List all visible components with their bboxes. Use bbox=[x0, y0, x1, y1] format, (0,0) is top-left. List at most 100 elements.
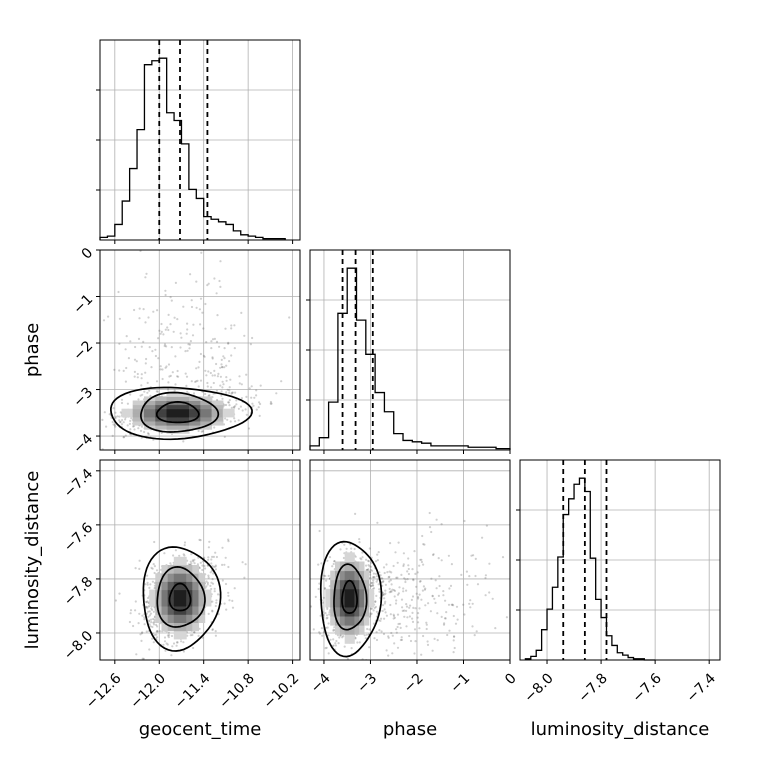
scatter-point bbox=[339, 634, 342, 637]
density-cell bbox=[167, 581, 175, 591]
scatter-point bbox=[161, 377, 164, 381]
density-cell bbox=[177, 412, 190, 418]
scatter-point bbox=[142, 340, 145, 343]
scatter-point bbox=[211, 628, 214, 631]
scatter-point bbox=[132, 425, 135, 428]
scatter-point bbox=[223, 403, 226, 407]
scatter-point bbox=[203, 556, 206, 559]
scatter-point bbox=[171, 371, 174, 374]
scatter-point bbox=[153, 571, 156, 575]
scatter-point bbox=[215, 340, 219, 343]
scatter-point bbox=[128, 422, 131, 425]
scatter-point bbox=[152, 621, 155, 624]
scatter-point bbox=[174, 549, 177, 552]
scatter-point bbox=[207, 546, 210, 549]
scatter-point bbox=[160, 322, 163, 326]
scatter-point bbox=[470, 554, 473, 557]
scatter-point bbox=[395, 576, 398, 579]
scatter-point bbox=[430, 530, 433, 534]
scatter-point bbox=[387, 636, 390, 639]
scatter-point bbox=[185, 375, 189, 378]
scatter-point bbox=[151, 637, 154, 640]
scatter-point bbox=[216, 375, 219, 378]
scatter-point bbox=[325, 617, 328, 620]
scatter-point bbox=[455, 605, 459, 608]
scatter-point bbox=[111, 434, 114, 437]
density-cell bbox=[339, 606, 346, 617]
scatter-point bbox=[402, 563, 405, 566]
scatter-point bbox=[369, 615, 372, 618]
scatter-point bbox=[174, 355, 177, 358]
scatter-point bbox=[169, 296, 172, 299]
scatter-point bbox=[152, 617, 155, 621]
scatter-point bbox=[221, 546, 224, 549]
density-cell bbox=[211, 421, 224, 426]
scatter-point bbox=[245, 395, 248, 398]
scatter-point bbox=[116, 415, 119, 418]
scatter-point bbox=[77, 429, 79, 431]
scatter-point bbox=[408, 606, 411, 609]
scatter-point bbox=[233, 417, 236, 420]
density-cell bbox=[186, 581, 193, 591]
scatter-point bbox=[201, 568, 204, 572]
scatter-point bbox=[323, 587, 326, 590]
scatter-point bbox=[438, 575, 441, 578]
scatter-point bbox=[368, 565, 371, 568]
density-cell bbox=[149, 597, 156, 607]
scatter-point bbox=[207, 612, 210, 616]
contour-level-1 bbox=[156, 566, 206, 628]
scatter-point bbox=[141, 614, 144, 617]
density-cell bbox=[155, 597, 162, 607]
contour-level-2 bbox=[319, 540, 383, 658]
y-tick-label-phase: −2 bbox=[70, 338, 96, 364]
scatter-point bbox=[213, 590, 216, 593]
scatter-point bbox=[205, 341, 208, 344]
scatter-point bbox=[389, 590, 392, 593]
density-cell bbox=[161, 614, 169, 623]
scatter-point bbox=[389, 603, 392, 607]
scatter-point bbox=[93, 416, 95, 418]
scatter-point bbox=[221, 563, 224, 567]
scatter-point bbox=[377, 551, 380, 554]
scatter-point bbox=[241, 409, 244, 412]
scatter-point bbox=[144, 371, 147, 374]
scatter-point bbox=[248, 387, 251, 390]
scatter-point bbox=[94, 425, 96, 427]
scatter-point bbox=[321, 601, 324, 604]
scatter-point bbox=[103, 411, 106, 414]
scatter-point bbox=[389, 613, 392, 616]
density-cell bbox=[180, 597, 187, 607]
y-tick-label-phase: −3 bbox=[70, 385, 96, 411]
scatter-point bbox=[322, 596, 325, 599]
hist-bars-phase bbox=[309, 267, 511, 450]
scatter-point bbox=[383, 602, 386, 605]
scatter-point bbox=[436, 639, 439, 642]
scatter-point bbox=[200, 430, 203, 433]
scatter-point bbox=[251, 402, 254, 405]
scatter-point bbox=[425, 627, 428, 631]
scatter-point bbox=[151, 567, 154, 570]
scatter-point bbox=[367, 564, 370, 567]
density-cell bbox=[354, 606, 360, 617]
scatter-point bbox=[216, 314, 219, 317]
density-cell bbox=[180, 622, 187, 632]
scatter-point bbox=[114, 599, 117, 602]
scatter-point bbox=[420, 560, 423, 564]
scatter-point bbox=[269, 402, 272, 405]
density-cell bbox=[177, 396, 190, 401]
scatter-point bbox=[223, 357, 226, 360]
scatter-point bbox=[438, 584, 441, 588]
scatter-point bbox=[151, 231, 153, 233]
scatter-point bbox=[324, 574, 327, 578]
scatter-point bbox=[113, 368, 116, 371]
scatter-point bbox=[449, 584, 453, 588]
scatter-point bbox=[210, 581, 213, 584]
scatter-point bbox=[322, 577, 325, 580]
density-cell bbox=[344, 606, 350, 617]
scatter-point bbox=[207, 576, 210, 579]
scatter-point bbox=[227, 538, 230, 541]
density-cell bbox=[180, 630, 187, 640]
scatter-point bbox=[388, 587, 391, 591]
scatter-point bbox=[437, 594, 440, 598]
scatter-point bbox=[463, 519, 466, 523]
